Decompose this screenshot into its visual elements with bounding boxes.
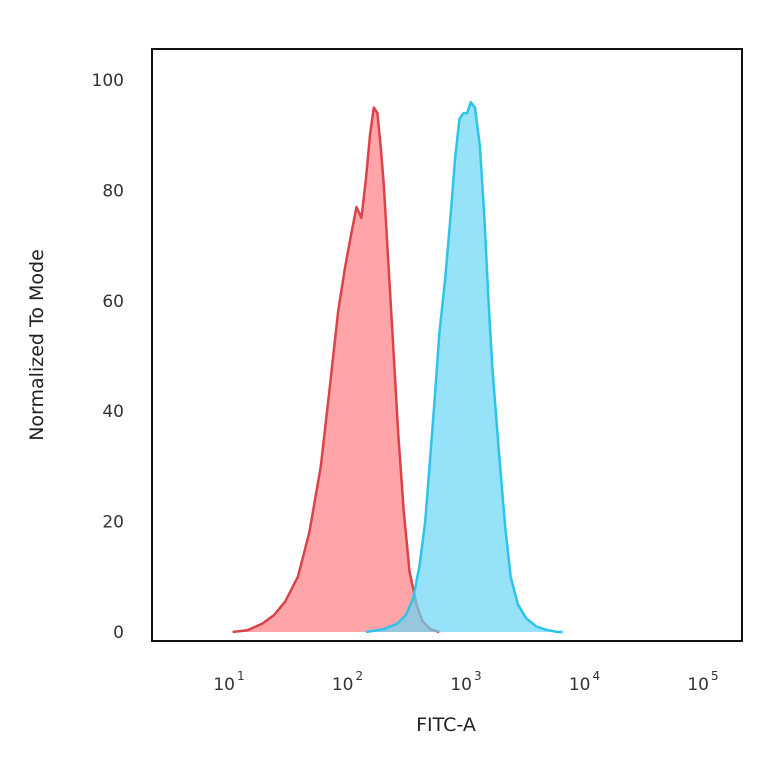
series-layer bbox=[232, 100, 563, 634]
x-tick-label: 10 3 bbox=[450, 669, 481, 695]
x-tick-exponent: 5 bbox=[711, 669, 719, 683]
x-tick-base: 10 bbox=[450, 675, 472, 695]
x-tick-base: 10 bbox=[687, 675, 709, 695]
series-2-line bbox=[365, 100, 563, 634]
x-axis-ticks: 10 1 10 2 10 3 10 4 10 5 bbox=[213, 669, 718, 695]
plot-frame bbox=[151, 48, 743, 642]
x-tick-base: 10 bbox=[213, 675, 235, 695]
y-tick-label: 60 bbox=[102, 292, 124, 312]
x-tick-label: 10 2 bbox=[332, 669, 363, 695]
x-tick-label: 10 1 bbox=[213, 669, 244, 695]
y-tick-label: 0 bbox=[113, 623, 124, 643]
y-tick-label: 80 bbox=[102, 181, 124, 201]
series-2-fill bbox=[365, 102, 563, 633]
x-tick-label: 10 5 bbox=[687, 669, 718, 695]
y-axis-label: Normalized To Mode bbox=[26, 249, 48, 441]
x-tick-exponent: 2 bbox=[356, 669, 364, 683]
y-tick-label: 40 bbox=[102, 402, 124, 422]
x-tick-exponent: 1 bbox=[237, 669, 245, 683]
x-axis-label: FITC-A bbox=[416, 714, 476, 736]
x-tick-exponent: 4 bbox=[593, 669, 601, 683]
x-tick-base: 10 bbox=[332, 675, 354, 695]
x-tick-base: 10 bbox=[569, 675, 591, 695]
y-axis-ticks: 0 20 40 60 80 100 bbox=[92, 71, 124, 643]
y-tick-label: 20 bbox=[102, 513, 124, 533]
x-tick-exponent: 3 bbox=[474, 669, 482, 683]
series-1-line bbox=[232, 106, 440, 634]
series-1-fill bbox=[232, 107, 440, 633]
x-tick-label: 10 4 bbox=[569, 669, 600, 695]
y-tick-label: 100 bbox=[92, 71, 124, 91]
